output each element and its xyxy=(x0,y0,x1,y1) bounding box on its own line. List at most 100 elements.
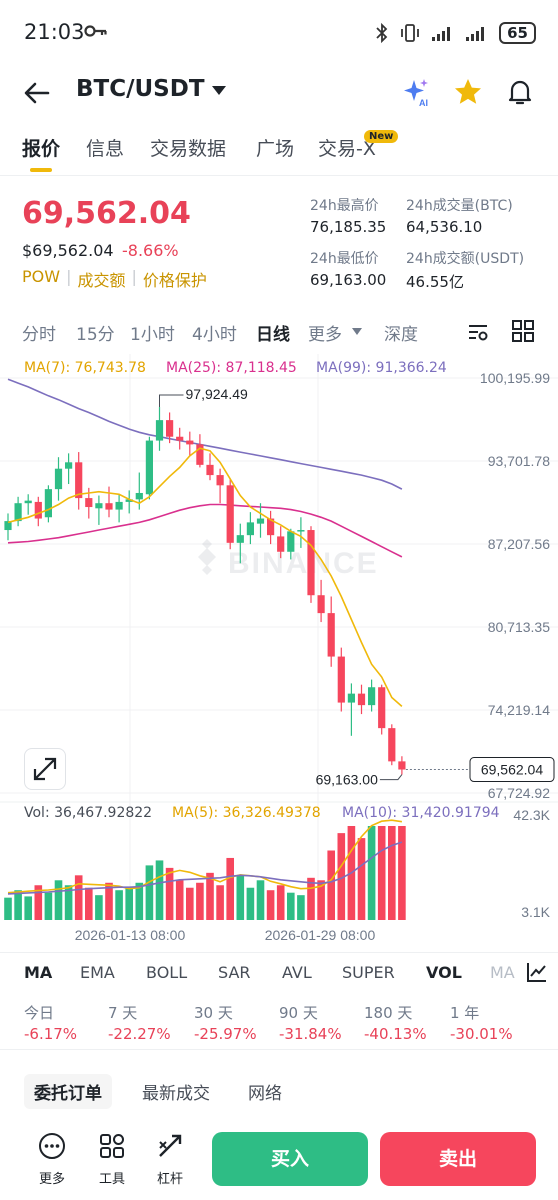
vibrate-icon xyxy=(401,24,420,42)
status-icons: 65 xyxy=(375,22,536,44)
ind-ema[interactable]: EMA xyxy=(80,963,115,982)
ind-mavol[interactable]: MA xyxy=(490,963,515,982)
candle-body xyxy=(347,693,355,703)
tab-trading-data[interactable]: 交易数据 xyxy=(150,138,227,160)
candle-down xyxy=(186,431,194,456)
bell-icon[interactable] xyxy=(504,76,536,108)
grid-layout-icon[interactable] xyxy=(512,320,534,342)
volume-bar xyxy=(135,882,144,920)
ma99-path xyxy=(7,378,403,490)
kline-chart[interactable]: BINANCE 100,195.99 93,701.78 87,207.56 80,7… xyxy=(0,354,558,954)
tab-open-orders[interactable]: 委托订单 xyxy=(24,1074,112,1109)
ind-sar[interactable]: SAR xyxy=(218,963,251,982)
interval-more[interactable]: 更多 xyxy=(308,325,342,345)
interval-depth[interactable]: 深度 xyxy=(384,325,418,345)
candle-body xyxy=(34,501,42,519)
ind-super[interactable]: SUPER xyxy=(342,963,395,982)
y-tick-label: 80,713.35 xyxy=(488,619,550,635)
star-icon[interactable] xyxy=(452,76,484,108)
interval-1h[interactable]: 1小时 xyxy=(130,325,175,345)
tab-latest-trades[interactable]: 最新成交 xyxy=(142,1084,210,1104)
candle-down xyxy=(307,526,315,603)
tab-square[interactable]: 广场 xyxy=(256,138,295,160)
candle-body xyxy=(236,535,244,543)
candle-down xyxy=(327,596,335,667)
candles xyxy=(4,407,406,775)
candle-body xyxy=(357,693,366,706)
tab-info[interactable]: 信息 xyxy=(86,138,125,160)
key-icon xyxy=(84,25,107,37)
fullscreen-button[interactable] xyxy=(24,748,66,790)
pair-title[interactable]: BTC/USDT xyxy=(76,76,205,102)
ma25-path xyxy=(7,503,403,558)
tag-pow[interactable]: POW xyxy=(22,267,61,286)
price-change: -8.66% xyxy=(122,241,179,260)
stat-low-value: 69,163.00 xyxy=(310,271,387,289)
perf-7d: 7 天 -22.27% xyxy=(108,1004,171,1043)
volume-bar xyxy=(307,877,315,920)
tools-button[interactable]: 工具 xyxy=(92,1132,132,1187)
candle-body xyxy=(388,728,396,762)
tab-trade-x[interactable]: 交易-X xyxy=(318,138,376,160)
ind-boll[interactable]: BOLL xyxy=(146,963,188,982)
tab-quote[interactable]: 报价 xyxy=(22,138,61,160)
more-button[interactable]: 更多 xyxy=(32,1132,72,1187)
caret-down-icon[interactable] xyxy=(212,86,226,95)
perf-today: 今日 -6.17% xyxy=(24,1004,78,1043)
interval-4h[interactable]: 4小时 xyxy=(192,325,237,345)
ai-sparkle-icon[interactable]: AI xyxy=(400,76,432,108)
y-axis-ticks: 100,195.99 93,701.78 87,207.56 80,713.35 74,… xyxy=(480,370,551,920)
volume-bar xyxy=(266,890,275,920)
more-caret-icon[interactable] xyxy=(352,328,362,335)
interval-1d[interactable]: 日线 xyxy=(256,325,290,345)
tab-network[interactable]: 网络 xyxy=(248,1084,282,1104)
ma7-legend: MA(7): 76,743.78 xyxy=(24,360,146,376)
candle-up xyxy=(65,453,73,485)
bluetooth-icon xyxy=(376,22,388,44)
sell-button[interactable]: 卖出 xyxy=(380,1132,536,1186)
ma25-line xyxy=(7,503,403,558)
volume-bar xyxy=(377,826,386,920)
candle-body xyxy=(267,518,275,536)
tag-turnover[interactable]: 成交额 xyxy=(77,271,126,290)
candle-down xyxy=(75,452,83,510)
interval-15m[interactable]: 15分 xyxy=(76,325,115,345)
ma7-line xyxy=(7,447,403,708)
candle-body xyxy=(297,530,305,532)
kline-svg[interactable]: BINANCE 100,195.99 93,701.78 87,207.56 80,7… xyxy=(0,354,558,954)
candle-down xyxy=(34,496,42,527)
x-axis-ticks: 2026-01-13 08:00 2026-01-29 08:00 xyxy=(75,927,376,943)
y-tick-label: 87,207.56 xyxy=(488,536,550,552)
back-arrow-icon[interactable] xyxy=(22,78,52,108)
buy-button[interactable]: 买入 xyxy=(212,1132,368,1186)
vol-legend: Vol: 36,467.92822 xyxy=(24,805,153,821)
ind-vol[interactable]: VOL xyxy=(426,963,462,982)
candle-body xyxy=(176,436,184,441)
candle-down xyxy=(267,510,275,545)
svg-text:BINANCE: BINANCE xyxy=(228,547,379,580)
candle-down xyxy=(398,756,406,775)
ind-avl[interactable]: AVL xyxy=(282,963,312,982)
ma99-line xyxy=(7,378,403,490)
candle-down xyxy=(388,724,396,766)
stat-high-label: 24h最高价 xyxy=(310,198,379,214)
candle-down xyxy=(216,468,224,504)
candle-down xyxy=(226,478,234,550)
volume-bar xyxy=(297,895,305,920)
leverage-button[interactable]: 杠杆 xyxy=(150,1132,190,1187)
ma25-legend: MA(25): 87,118.45 xyxy=(166,360,297,376)
volume-bar xyxy=(388,826,396,920)
candle-body xyxy=(166,420,174,437)
interval-line[interactable]: 分时 xyxy=(22,325,56,345)
status-bar: 21:03 65 xyxy=(0,0,558,64)
volume-bar xyxy=(14,890,22,920)
indicator-settings-icon[interactable] xyxy=(466,320,490,344)
indicator-chart-icon[interactable] xyxy=(526,961,548,983)
y-tick-label: 67,724.92 xyxy=(488,785,550,801)
ind-ma[interactable]: MA xyxy=(24,963,53,982)
tag-price-protection[interactable]: 价格保护 xyxy=(142,271,207,290)
ma99-legend: MA(99): 91,366.24 xyxy=(316,360,447,376)
interval-bar: 分时 15分 1小时 4小时 日线 更多 深度 xyxy=(0,314,558,350)
volume-bar xyxy=(287,892,295,920)
last-price-tag: 69,562.04 xyxy=(481,762,543,778)
